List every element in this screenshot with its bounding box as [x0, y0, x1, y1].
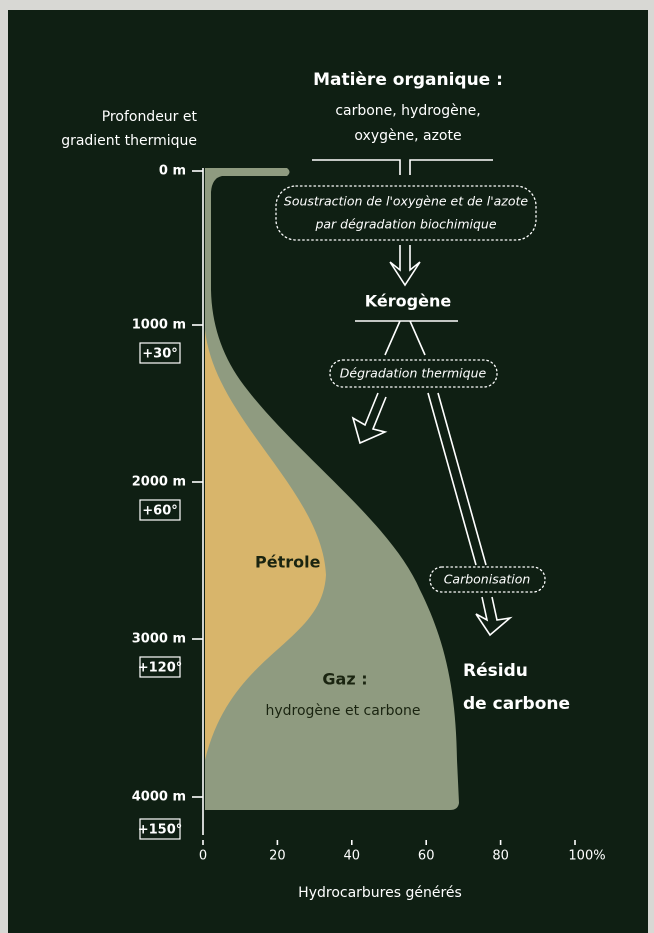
gas-label: Gaz : — [322, 670, 367, 689]
branch — [355, 320, 458, 356]
temp-box — [139, 818, 181, 840]
arrow — [351, 392, 388, 445]
depth-label: 1000 m — [132, 318, 186, 333]
x-tick-label: 20 — [269, 849, 286, 864]
temp-label: +120° — [138, 661, 183, 676]
temp-box — [139, 656, 181, 678]
arrow — [389, 245, 421, 287]
process-box — [429, 566, 546, 593]
depth-label: 0 m — [159, 164, 186, 179]
y-title: gradient thermique — [61, 133, 197, 149]
gas-text: hydrogène et carbone — [265, 703, 420, 719]
oil-area — [205, 330, 326, 760]
temp-box — [139, 342, 181, 364]
process-box — [275, 185, 537, 241]
process-box — [329, 359, 498, 388]
x-title: Hydrocarbures générés — [298, 885, 462, 901]
temp-label: +30° — [142, 347, 177, 362]
header-line: oxygène, azote — [354, 128, 461, 144]
y-title: Profondeur et — [102, 109, 198, 125]
x-tick-label: 40 — [344, 849, 361, 864]
residue: de carbone — [463, 694, 570, 714]
depth-label: 4000 m — [132, 790, 186, 805]
process-text: par dégradation biochimique — [314, 217, 496, 232]
kerogen: Kérogène — [365, 292, 452, 311]
process-text: Dégradation thermique — [340, 366, 487, 381]
header-title: Matière organique : — [313, 70, 503, 90]
arrow — [475, 596, 513, 637]
oil-label: Pétrole — [255, 553, 321, 572]
temp-label: +150° — [138, 823, 183, 838]
process-text: Carbonisation — [444, 572, 531, 587]
depth-label: 2000 m — [132, 475, 186, 490]
temp-box — [139, 499, 181, 521]
residue: Résidu — [463, 661, 528, 681]
temp-label: +60° — [142, 504, 177, 519]
depth-label: 3000 m — [132, 632, 186, 647]
x-tick-label: 0 — [199, 849, 207, 864]
arrow — [427, 392, 487, 566]
x-tick-label: 100% — [568, 849, 605, 864]
x-tick-label: 80 — [492, 849, 509, 864]
x-tick-label: 60 — [418, 849, 435, 864]
header-line: carbone, hydrogène, — [335, 103, 480, 119]
process-text: Soustraction de l'oxygène et de l'azote — [284, 194, 529, 209]
bracket — [312, 159, 493, 175]
